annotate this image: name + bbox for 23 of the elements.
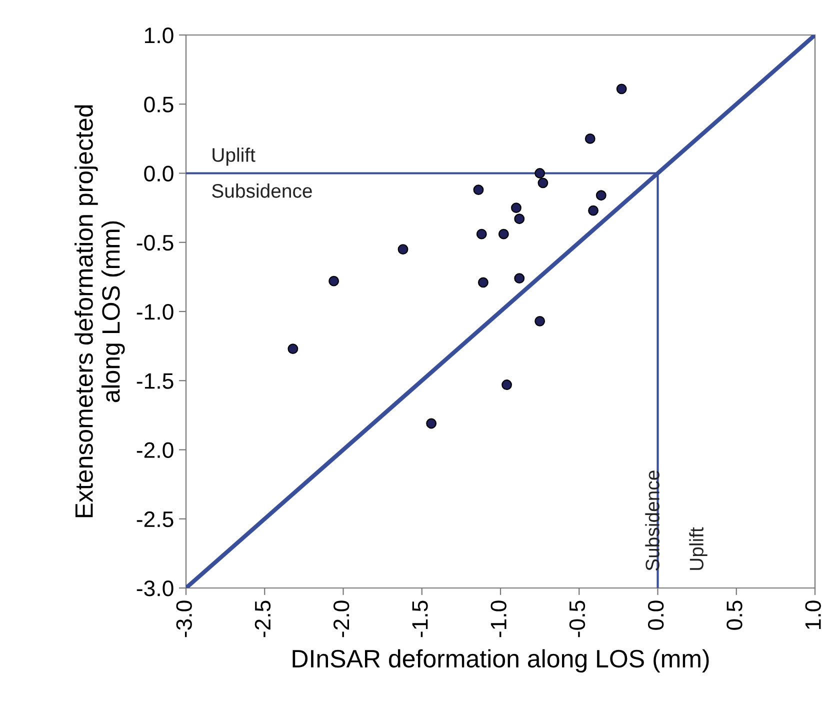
y-tick-label: -0.5 xyxy=(136,234,174,251)
x-tick-label: 0.5 xyxy=(726,600,742,630)
x-tick-label: 1.0 xyxy=(805,600,821,629)
annotation: Uplift xyxy=(212,148,256,166)
y-tick-label: -2.5 xyxy=(136,511,174,528)
y-axis-title: Extensometers deformation projected along LOS (mm) xyxy=(74,105,125,518)
x-tick-label: -2.0 xyxy=(333,600,350,638)
y-tick-label: -1.5 xyxy=(136,373,174,389)
x-axis-title: DInSAR deformation along LOS (mm) xyxy=(292,649,709,673)
x-tick-label: -1.0 xyxy=(490,600,506,638)
y-tick-label: -3.0 xyxy=(136,580,174,596)
annotation: Uplift xyxy=(689,527,708,570)
x-tick-label: 0.0 xyxy=(648,600,664,630)
y-tick-label: 1.0 xyxy=(145,28,174,44)
y-tick-label: 0.5 xyxy=(144,96,174,112)
x-tick-label: -0.5 xyxy=(569,600,586,638)
y-tick-label: -2.0 xyxy=(136,442,174,458)
y-tick-label: 0.0 xyxy=(144,166,174,182)
x-tick-label: -1.5 xyxy=(412,600,428,638)
annotation: Subsidence xyxy=(645,470,660,571)
x-tick-label: -2.5 xyxy=(254,600,271,638)
y-tick-label: -1.0 xyxy=(136,304,174,320)
annotation: Subsidence xyxy=(212,184,312,198)
